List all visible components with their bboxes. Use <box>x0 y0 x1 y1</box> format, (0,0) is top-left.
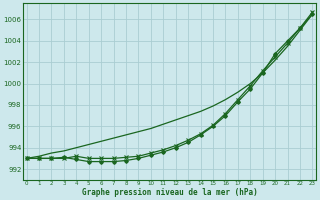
X-axis label: Graphe pression niveau de la mer (hPa): Graphe pression niveau de la mer (hPa) <box>82 188 257 197</box>
